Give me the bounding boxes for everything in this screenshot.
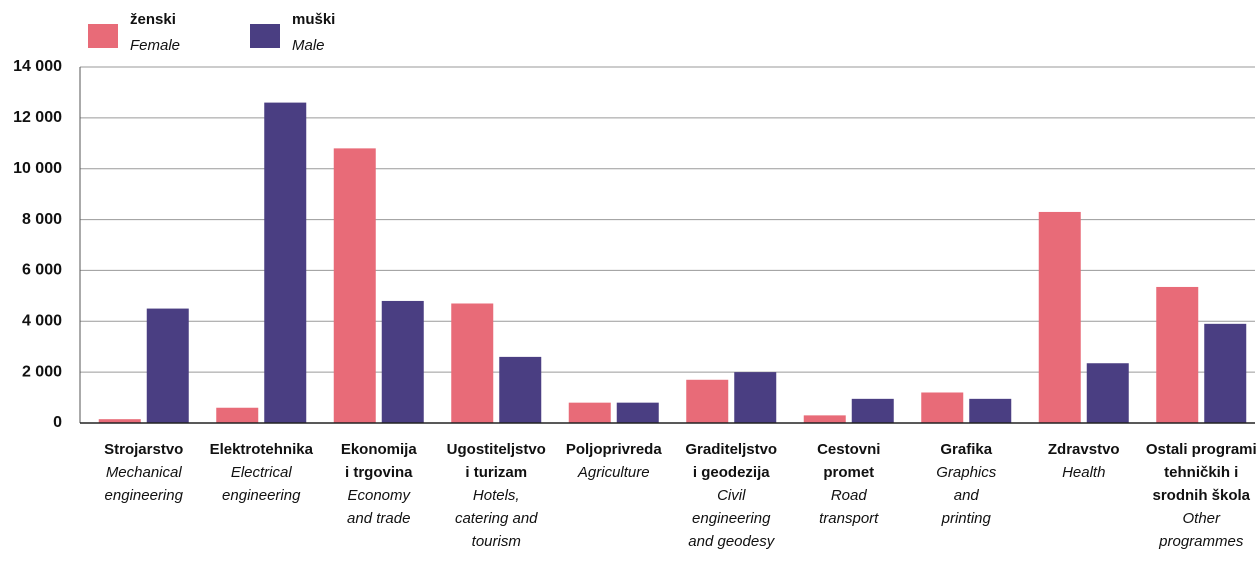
x-tick-label-en: engineering: [105, 487, 184, 504]
x-tick-label: Grafika: [940, 441, 992, 458]
legend-label-en: Male: [292, 37, 325, 54]
x-tick-label-en: engineering: [222, 487, 301, 504]
x-tick-label: Ugostiteljstvo: [447, 441, 546, 458]
x-tick-label-en: Road: [831, 487, 868, 504]
x-tick-label: Ekonomija: [341, 441, 418, 458]
y-tick-label: 8 000: [22, 211, 62, 228]
x-tick-label: Zdravstvo: [1048, 441, 1120, 458]
x-tick-label-en: Hotels,: [473, 487, 520, 504]
x-tick-label-en: and: [954, 487, 980, 504]
x-tick-label-en: Economy: [347, 487, 411, 504]
x-tick-label: Elektrotehnika: [210, 441, 314, 458]
x-tick-label-en: transport: [819, 510, 879, 527]
y-tick-label: 0: [53, 414, 62, 431]
bar: [1204, 323, 1247, 423]
y-tick-label: 2 000: [22, 363, 62, 380]
bar: [969, 398, 1012, 423]
legend-swatch: [250, 24, 280, 48]
x-tick-label-en: catering and: [455, 510, 538, 527]
x-tick-label: srodnih škola: [1152, 487, 1250, 504]
legend-swatch: [88, 24, 118, 48]
bar: [381, 300, 424, 423]
bar: [264, 102, 307, 423]
x-tick-label-en: Electrical: [231, 464, 293, 481]
x-tick-label-en: and geodesy: [688, 533, 775, 550]
bar: [1038, 211, 1081, 423]
x-tick-label-en: Health: [1062, 464, 1105, 481]
y-tick-label: 10 000: [13, 160, 62, 177]
x-tick-label-en: tourism: [472, 533, 521, 550]
y-tick-label: 4 000: [22, 313, 62, 330]
x-tick-label-en: and trade: [347, 510, 410, 527]
bar: [98, 419, 141, 423]
x-tick-label-en: programmes: [1158, 533, 1244, 550]
bar: [1086, 363, 1129, 423]
bar: [803, 415, 846, 423]
y-tick-label: 14 000: [13, 58, 62, 75]
bar: [568, 402, 611, 423]
x-tick-label: Cestovni: [817, 441, 880, 458]
bar: [333, 148, 376, 423]
x-tick-label: Graditeljstvo: [685, 441, 777, 458]
bar: [451, 303, 494, 423]
x-tick-label-en: Agriculture: [577, 464, 650, 481]
x-tick-label: Poljoprivreda: [566, 441, 663, 458]
x-tick-label: i turizam: [465, 464, 527, 481]
x-tick-label-en: Other: [1182, 510, 1221, 527]
x-tick-label: Ostali programi: [1146, 441, 1257, 458]
legend-label: ženski: [130, 11, 176, 28]
x-tick-label-en: Graphics: [936, 464, 997, 481]
x-tick-label: tehničkih i: [1164, 464, 1238, 481]
legend-label: muški: [292, 11, 335, 28]
x-tick-label: i trgovina: [345, 464, 413, 481]
x-tick-label-en: Mechanical: [106, 464, 183, 481]
x-tick-label-en: printing: [941, 510, 992, 527]
bar: [686, 379, 729, 423]
x-tick-label: Strojarstvo: [104, 441, 183, 458]
x-tick-label-en: Civil: [717, 487, 746, 504]
bar: [851, 398, 894, 423]
y-tick-label: 12 000: [13, 109, 62, 126]
bar: [734, 372, 777, 423]
x-tick-label: i geodezija: [693, 464, 770, 481]
legend-label-en: Female: [130, 37, 180, 54]
bar: [616, 402, 659, 423]
bar: [499, 356, 542, 423]
x-tick-label: promet: [823, 464, 874, 481]
y-tick-label: 6 000: [22, 262, 62, 279]
bar: [146, 308, 189, 423]
bar: [216, 407, 259, 423]
bar: [1156, 286, 1199, 423]
bar: [921, 392, 964, 423]
x-tick-label-en: engineering: [692, 510, 771, 527]
